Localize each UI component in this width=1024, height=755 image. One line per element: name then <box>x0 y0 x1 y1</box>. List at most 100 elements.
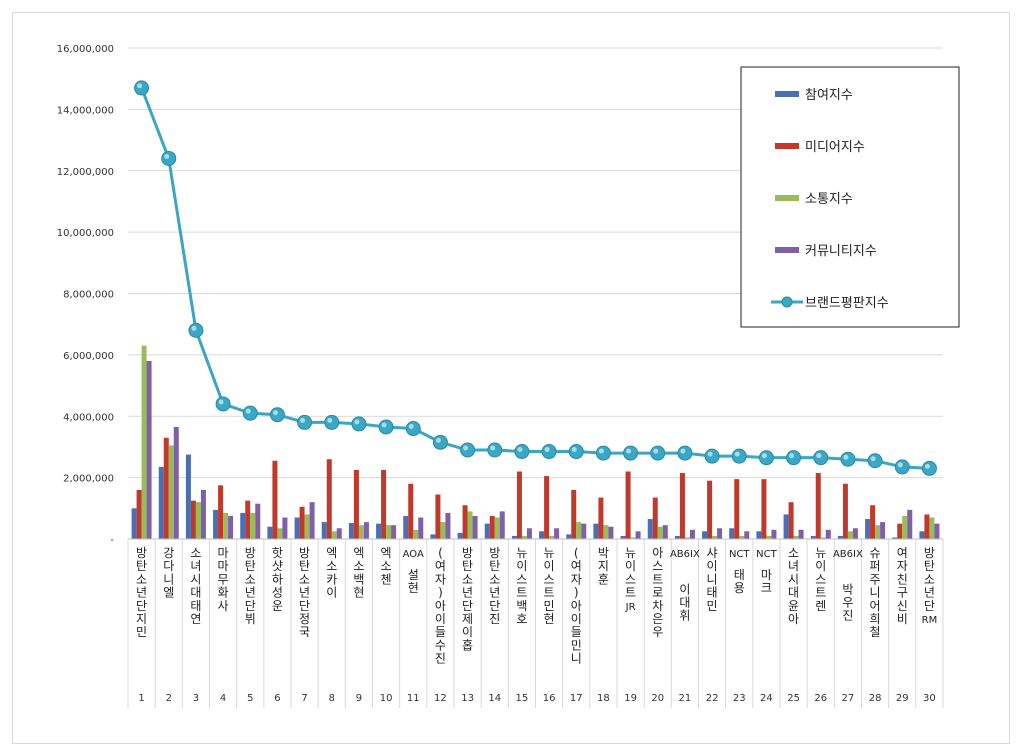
legend-swatch <box>775 195 799 201</box>
bar-2-14 <box>489 515 495 539</box>
bar-3-20 <box>657 526 663 539</box>
line-point-highlight <box>653 448 659 454</box>
bar-4-24 <box>771 529 777 539</box>
line-point-highlight <box>463 445 469 451</box>
bar-1-21 <box>674 535 680 539</box>
bar-3-13 <box>467 511 473 539</box>
bar-2-17 <box>571 489 577 539</box>
bar-4-20 <box>662 525 668 539</box>
bar-4-21 <box>689 529 695 539</box>
rank-label-14: 14 <box>488 693 501 704</box>
line-point-9 <box>351 416 367 432</box>
bar-3-24 <box>766 535 772 539</box>
bar-3-23 <box>739 535 745 539</box>
line-point-6 <box>269 407 285 423</box>
bar-4-26 <box>825 529 831 539</box>
bar-2-30 <box>924 514 930 539</box>
line-point-highlight <box>164 153 170 159</box>
bar-3-15 <box>521 535 527 539</box>
bar-2-1 <box>136 489 142 539</box>
bar-2-4 <box>218 485 224 539</box>
line-point-highlight <box>354 419 360 425</box>
line-point-14 <box>487 442 503 458</box>
line-point-highlight <box>626 448 632 454</box>
bar-2-5 <box>245 500 251 539</box>
bar-3-10 <box>386 525 392 539</box>
bar-2-6 <box>272 460 278 539</box>
bar-3-14 <box>494 517 500 539</box>
y-tick-label: 2,000,000 <box>63 474 114 485</box>
rank-label-26: 26 <box>814 693 827 704</box>
bar-1-24 <box>756 531 762 539</box>
bar-2-2 <box>163 437 169 539</box>
bar-1-17 <box>566 534 572 539</box>
brand-reputation-chart: - 2,000,000 4,000,000 6,000,000 8,000,000 10,… <box>57 44 960 708</box>
line-point-highlight <box>327 417 333 423</box>
bars-layer <box>131 345 940 539</box>
line-point-10 <box>378 419 394 435</box>
bar-1-25 <box>783 514 789 539</box>
rank-label-2: 2 <box>166 693 172 704</box>
category-label-24: NCT 마 크 <box>756 549 777 595</box>
rank-label-4: 4 <box>220 693 226 704</box>
bar-1-3 <box>185 454 191 539</box>
y-tick-label: 6,000,000 <box>63 351 114 362</box>
bar-2-12 <box>435 494 441 539</box>
bar-3-28 <box>875 525 881 539</box>
bar-1-11 <box>403 515 409 539</box>
bar-1-13 <box>457 532 463 539</box>
bar-3-22 <box>712 535 718 539</box>
rank-label-25: 25 <box>787 693 800 704</box>
line-point-highlight <box>761 453 767 459</box>
bar-4-4 <box>228 515 234 539</box>
line-point-24 <box>758 450 774 466</box>
bar-2-24 <box>761 479 767 539</box>
line-point-4 <box>215 396 231 412</box>
bar-1-30 <box>919 531 925 539</box>
bar-2-18 <box>598 497 604 539</box>
line-point-27 <box>840 451 856 467</box>
bar-2-27 <box>842 483 848 539</box>
bar-1-26 <box>810 535 816 539</box>
bar-3-27 <box>847 531 853 539</box>
rank-label-12: 12 <box>434 693 447 704</box>
legend-swatch <box>775 247 799 253</box>
bar-1-2 <box>158 466 164 539</box>
line-point-highlight <box>789 453 795 459</box>
line-point-highlight <box>707 451 713 457</box>
line-point-7 <box>297 414 313 430</box>
line-point-17 <box>568 444 584 460</box>
rank-label-20: 20 <box>651 693 664 704</box>
bar-3-11 <box>413 529 419 539</box>
bar-2-9 <box>353 469 359 539</box>
bar-4-3 <box>200 489 206 539</box>
y-tick-label: 4,000,000 <box>63 412 114 423</box>
bar-3-8 <box>331 531 337 539</box>
bar-2-25 <box>788 502 794 539</box>
rank-label-28: 28 <box>869 693 882 704</box>
category-label-21: AB6IX 이 대 휘 <box>670 549 700 623</box>
line-point-30 <box>921 460 937 476</box>
bar-4-18 <box>608 526 614 539</box>
bar-1-14 <box>484 523 490 539</box>
line-point-18 <box>595 445 611 461</box>
bar-4-15 <box>526 528 532 539</box>
bar-1-4 <box>213 509 219 539</box>
rank-label-11: 11 <box>407 693 420 704</box>
bar-1-22 <box>702 531 708 539</box>
line-point-highlight <box>218 399 224 405</box>
rank-label-29: 29 <box>896 693 909 704</box>
line-point-21 <box>677 445 693 461</box>
bar-4-6 <box>282 517 288 539</box>
rank-labels: 1 2 3 4 5 6 7 8 9 10 11 12 13 14 15 16 17 18 19 20 21 22 23 24 2… <box>138 693 935 704</box>
y-axis-ticks: - 2,000,000 4,000,000 6,000,000 8,000,000 10,… <box>57 44 115 546</box>
